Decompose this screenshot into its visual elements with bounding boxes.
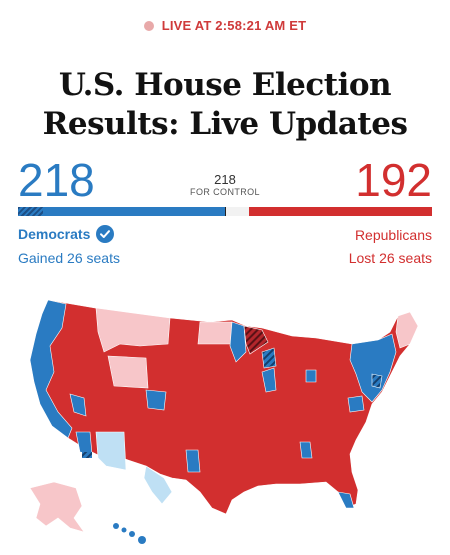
live-indicator: LIVE AT 2:58:21 AM ET <box>0 18 450 33</box>
region-virginia <box>347 395 365 413</box>
region-new-jersey-called <box>371 373 383 389</box>
page-title: U.S. House Election Results: Live Update… <box>0 66 450 144</box>
region-minnesota-called <box>243 325 269 355</box>
region-ohio-cities <box>305 369 317 383</box>
region-great-lakes <box>261 347 277 369</box>
democrat-party-name: Democrats <box>18 226 91 242</box>
page-title-line-1: U.S. House Election <box>58 67 392 103</box>
region-northdakota-east <box>197 321 233 345</box>
region-illinois <box>261 367 277 393</box>
region-maine <box>395 311 419 349</box>
seat-bar-democrat-called <box>18 207 43 216</box>
region-minnesota <box>229 321 247 363</box>
control-threshold-number: 218 <box>214 172 236 187</box>
democrat-seat-change: Gained 26 seats <box>18 250 120 266</box>
control-threshold-label: FOR CONTROL <box>190 187 260 197</box>
control-threshold: 218 FOR CONTROL <box>0 173 450 198</box>
page-title-line-2: Results: Live Updates <box>42 106 408 142</box>
region-wyoming <box>107 355 149 389</box>
republican-seat-count: 192 <box>355 154 432 206</box>
contiguous-us-shape <box>29 299 419 515</box>
live-timestamp: LIVE AT 2:58:21 AM ET <box>161 18 307 33</box>
region-georgia <box>299 441 313 459</box>
seat-bar-democrat <box>18 207 226 216</box>
region-hawaii <box>113 523 146 544</box>
region-montana <box>95 307 171 353</box>
region-alaska <box>29 481 85 533</box>
republican-seat-change: Lost 26 seats <box>348 250 432 266</box>
region-arizona-called <box>82 452 92 458</box>
region-northeast <box>349 333 397 403</box>
region-west-coast <box>29 299 73 439</box>
region-colorado <box>145 389 167 411</box>
region-new-mexico <box>95 431 127 471</box>
region-nevada-south <box>69 393 87 417</box>
region-texas-east <box>185 449 201 473</box>
seat-bar-majority-marker <box>225 207 226 216</box>
democrat-seat-count: 218 <box>18 154 95 206</box>
region-texas-southwest <box>143 465 173 505</box>
live-dot-icon <box>143 20 154 31</box>
region-florida-south <box>337 491 355 509</box>
republican-party-name: Republicans <box>354 227 432 243</box>
seat-bar-republican <box>249 207 432 216</box>
region-arizona <box>75 431 93 455</box>
check-circle-icon <box>96 225 115 243</box>
seat-progress-bar <box>18 207 432 216</box>
us-house-district-map[interactable] <box>0 282 450 555</box>
democrat-party-label: Democrats <box>18 225 115 243</box>
